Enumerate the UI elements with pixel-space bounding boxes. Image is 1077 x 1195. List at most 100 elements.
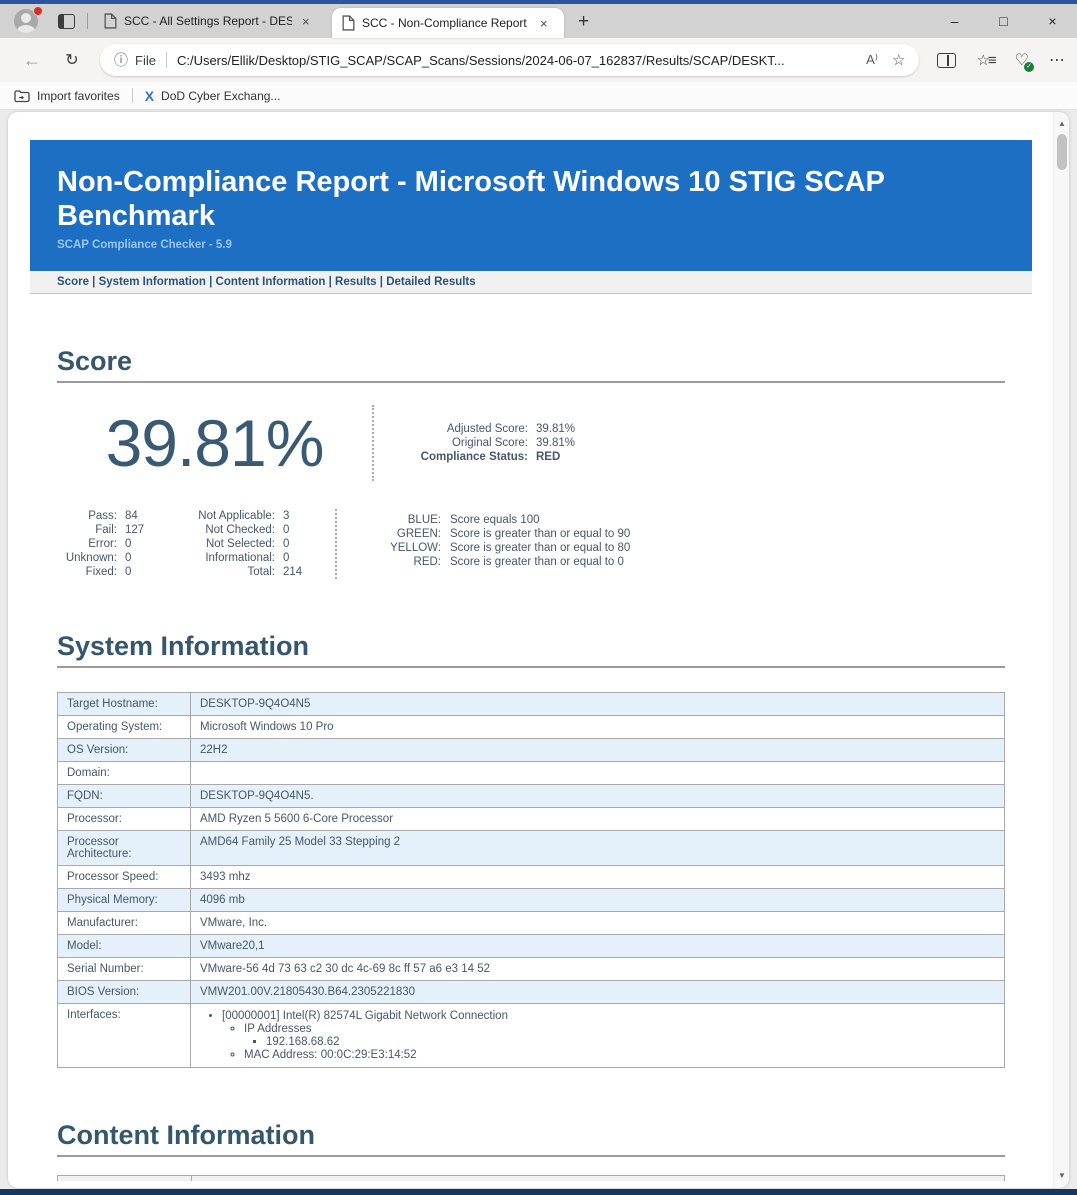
row-value: DESKTOP-9Q4O4N5. bbox=[190, 784, 1005, 808]
row-label: OS Version: bbox=[57, 738, 191, 762]
web-page: Non-Compliance Report - Microsoft Window… bbox=[8, 112, 1069, 1188]
row-value: VMware-56 4d 73 63 c2 30 dc 4c-69 8c ff … bbox=[190, 957, 1005, 981]
read-aloud-icon[interactable]: A⁾ bbox=[866, 52, 878, 67]
row-label: Target Hostname: bbox=[57, 692, 191, 716]
report-banner: Non-Compliance Report - Microsoft Window… bbox=[30, 140, 1032, 271]
row-value: 4096 mb bbox=[190, 888, 1005, 912]
nav-link-detailed-results[interactable]: Detailed Results bbox=[377, 276, 476, 288]
score-summary: 39.81% Adjusted Score: 39.81% Original S… bbox=[57, 405, 1005, 481]
report-title: Non-Compliance Report - Microsoft Window… bbox=[57, 166, 885, 232]
scroll-down-arrow-icon[interactable]: ▼ bbox=[1058, 1171, 1066, 1180]
tab-close-icon[interactable]: × bbox=[540, 15, 548, 31]
nav-link-content-information[interactable]: Content Information bbox=[206, 276, 325, 288]
refresh-button[interactable]: ↻ bbox=[65, 52, 79, 69]
favorites-bar: Import favorites X DoD Cyber Exchang... bbox=[0, 82, 1077, 110]
row-label: Operating System: bbox=[57, 715, 191, 739]
interfaces-list: [00000001] Intel(R) 82574L Gigabit Netwo… bbox=[206, 1010, 995, 1061]
row-label: Interfaces: bbox=[57, 1003, 191, 1068]
row-value: 3493 mhz bbox=[190, 865, 1005, 889]
maximize-button[interactable]: □ bbox=[999, 13, 1008, 29]
minimize-button[interactable]: – bbox=[950, 13, 959, 29]
row-label: BIOS Version: bbox=[57, 980, 191, 1004]
nav-link-results[interactable]: Results bbox=[325, 276, 376, 288]
total-value: 214 bbox=[283, 566, 303, 578]
address-bar[interactable]: ⓘ File C:/Users/Ellik/Desktop/STIG_SCAP/… bbox=[100, 44, 920, 76]
not-applicable-label: Not Applicable: bbox=[198, 510, 275, 522]
add-favorite-star-icon[interactable]: ☆ bbox=[891, 52, 906, 69]
bookmark-dod-cyber-exchange[interactable]: DoD Cyber Exchang... bbox=[161, 88, 281, 103]
original-score-label: Original Score: bbox=[451, 437, 528, 449]
window-top-edge bbox=[0, 0, 1077, 4]
import-favorites-button[interactable]: Import favorites bbox=[37, 88, 120, 103]
system-information-section: System Information Target Hostname: DESKT… bbox=[57, 631, 1005, 1068]
report-subtitle: SCAP Compliance Checker - 5.9 bbox=[57, 239, 232, 251]
row-label: Manufacturer: bbox=[57, 911, 191, 935]
file-protocol-label: File bbox=[135, 52, 156, 68]
tab-separator bbox=[87, 13, 88, 29]
tab-close-icon[interactable]: × bbox=[302, 13, 310, 29]
content-information-section: Content Information bbox=[57, 1120, 1005, 1157]
compliance-status-label: Compliance Status: bbox=[420, 451, 528, 463]
page-scrollbar[interactable]: ▲ ▼ bbox=[1053, 112, 1069, 1188]
browser-essentials-icon[interactable]: ♡ ✓ bbox=[1015, 50, 1034, 72]
table-row: Processor Architecture: AMD64 Family 25 M… bbox=[57, 830, 1005, 866]
system-information-heading: System Information bbox=[57, 631, 1005, 668]
dod-site-favicon-icon: X bbox=[144, 87, 155, 104]
row-value: 22H2 bbox=[190, 738, 1005, 762]
table-row: Manufacturer: VMware, Inc. bbox=[57, 911, 1005, 935]
content-information-heading: Content Information bbox=[57, 1120, 1005, 1157]
row-value: AMD64 Family 25 Model 33 Stepping 2 bbox=[190, 830, 1005, 866]
report-nav: ScoreSystem InformationContent Informati… bbox=[30, 271, 1032, 294]
new-tab-button[interactable]: + bbox=[578, 10, 590, 32]
close-button[interactable]: × bbox=[1048, 13, 1057, 29]
row-value: VMware, Inc. bbox=[190, 911, 1005, 935]
back-button[interactable]: ← bbox=[23, 49, 41, 70]
dotted-divider bbox=[372, 405, 374, 481]
score-section: Score 39.81% Adjusted Score: 39.81% O bbox=[57, 346, 1005, 579]
import-folder-icon bbox=[14, 89, 30, 103]
tab-all-settings-report[interactable]: SCC - All Settings Report - DESKT × bbox=[94, 6, 332, 36]
row-label: Processor: bbox=[57, 807, 191, 831]
url-text[interactable]: C:/Users/Ellik/Desktop/STIG_SCAP/SCAP_Sc… bbox=[176, 52, 785, 68]
row-value: [00000001] Intel(R) 82574L Gigabit Netwo… bbox=[190, 1003, 1005, 1068]
tab-actions-menu-icon[interactable] bbox=[58, 13, 75, 29]
document-favicon-icon bbox=[104, 13, 117, 29]
profile-button[interactable] bbox=[14, 6, 43, 33]
total-label: Total: bbox=[247, 566, 276, 578]
legend-red-label: RED: bbox=[413, 556, 441, 568]
collections-star-icon: ☆ bbox=[976, 52, 990, 69]
favorites-collections-icon[interactable]: ☆ ≡ bbox=[976, 51, 996, 70]
row-value: VMW201.00V.21805430.B64.2305221830 bbox=[190, 980, 1005, 1004]
settings-more-icon[interactable]: ⋯ bbox=[1049, 52, 1065, 69]
tab-non-compliance-report[interactable]: SCC - Non-Compliance Report - D × bbox=[332, 8, 564, 38]
row-label: Processor Speed: bbox=[57, 865, 191, 889]
score-color-legend: BLUE: Score equals 100 GREEN: Score is gre… bbox=[379, 509, 630, 579]
nav-link-system-information[interactable]: System Information bbox=[89, 276, 206, 288]
fixed-label: Fixed: bbox=[85, 566, 117, 578]
interface-adapter-item: [00000001] Intel(R) 82574L Gigabit Netwo… bbox=[222, 1010, 995, 1061]
page-scroll-area: Non-Compliance Report - Microsoft Window… bbox=[8, 112, 1053, 1188]
legend-green-text: Score is greater than or equal to 90 bbox=[450, 528, 631, 540]
split-screen-icon[interactable] bbox=[937, 52, 957, 68]
page-info-icon[interactable]: ⓘ bbox=[114, 52, 128, 68]
row-label: Domain: bbox=[57, 761, 191, 785]
content-information-table-edge bbox=[57, 1175, 1005, 1181]
address-separator bbox=[165, 52, 167, 68]
nav-link-score[interactable]: Score bbox=[57, 276, 89, 288]
fail-value: 127 bbox=[125, 524, 145, 536]
table-row-interfaces: Interfaces: [00000001] Intel(R) 82574L G… bbox=[57, 1003, 1005, 1068]
table-row: FQDN: DESKTOP-9Q4O4N5. bbox=[57, 784, 1005, 808]
scc-report: Non-Compliance Report - Microsoft Window… bbox=[8, 112, 1053, 1181]
system-information-table: Target Hostname: DESKTOP-9Q4O4N5 Operatin… bbox=[57, 692, 1005, 1068]
adjusted-score-value: 39.81% bbox=[536, 423, 576, 435]
table-row: Operating System: Microsoft Windows 10 Pr… bbox=[57, 715, 1005, 739]
scrollbar-thumb[interactable] bbox=[1057, 134, 1067, 170]
table-row: OS Version: 22H2 bbox=[57, 738, 1005, 762]
dotted-divider bbox=[335, 509, 337, 579]
row-value: VMware20,1 bbox=[190, 934, 1005, 958]
stats-column-1: Pass: 84 Fail: 127 Error: 0 Unknown: 0 Fixed… bbox=[57, 509, 155, 579]
pass-label: Pass: bbox=[88, 510, 117, 522]
scroll-up-arrow-icon[interactable]: ▲ bbox=[1058, 119, 1066, 128]
interface-adapter: [00000001] Intel(R) 82574L Gigabit Netwo… bbox=[222, 1010, 508, 1022]
